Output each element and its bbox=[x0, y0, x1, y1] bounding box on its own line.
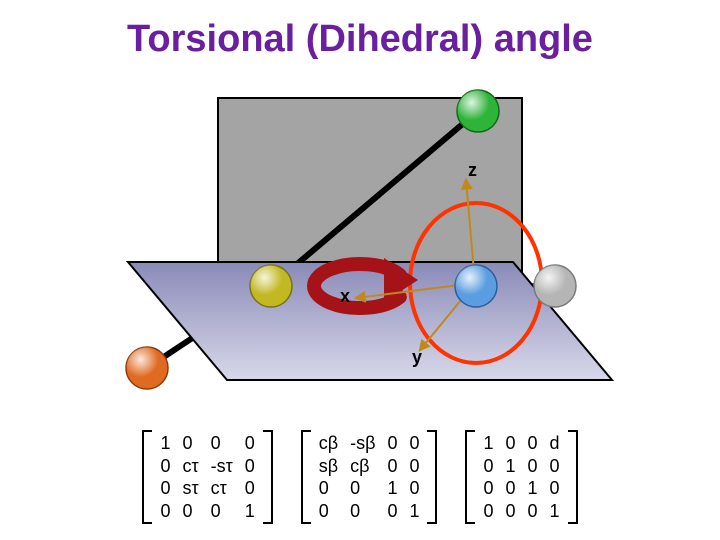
matrix-cell: cτ bbox=[205, 477, 239, 500]
matrix-cell: cτ bbox=[176, 455, 204, 478]
matrix-cell: 0 bbox=[154, 500, 176, 523]
matrix-cell: cβ bbox=[313, 432, 344, 455]
matrix-cell: 1 bbox=[499, 455, 521, 478]
matrix-cell: 0 bbox=[239, 477, 261, 500]
atom-c bbox=[455, 265, 497, 307]
matrix-cell: 1 bbox=[239, 500, 261, 523]
matrix-cell: 0 bbox=[344, 500, 381, 523]
matrix-cell: 0 bbox=[522, 432, 544, 455]
matrix-cell: 0 bbox=[154, 455, 176, 478]
matrix-cell: 0 bbox=[499, 500, 521, 523]
matrix-cell: 1 bbox=[154, 432, 176, 455]
matrix-rx-tau: 10000cτ-sτ00sτcτ00001 bbox=[142, 430, 272, 524]
matrix-cell: 1 bbox=[403, 500, 425, 523]
matrix-cell: 0 bbox=[477, 500, 499, 523]
atom-e bbox=[534, 265, 576, 307]
axis-label-x: x bbox=[340, 286, 350, 307]
matrix-cell: 0 bbox=[544, 477, 566, 500]
matrix-cell: 0 bbox=[205, 500, 239, 523]
atom-d bbox=[126, 347, 168, 389]
matrix-cell: 0 bbox=[313, 500, 344, 523]
slide: Torsional (Dihedral) angle bbox=[0, 0, 720, 540]
matrix-cell: 0 bbox=[477, 455, 499, 478]
matrix-cell: 1 bbox=[522, 477, 544, 500]
matrix-cell: 1 bbox=[381, 477, 403, 500]
matrix-cell: 0 bbox=[381, 500, 403, 523]
atom-b bbox=[250, 265, 292, 307]
matrix-cell: 1 bbox=[544, 500, 566, 523]
matrix-cell: sτ bbox=[176, 477, 204, 500]
matrix-cell: 0 bbox=[522, 455, 544, 478]
matrix-cell: 0 bbox=[403, 432, 425, 455]
matrix-rz-beta: cβ-sβ00sβcβ0000100001 bbox=[301, 430, 438, 524]
matrix-cell: 0 bbox=[176, 500, 204, 523]
matrix-cell: 0 bbox=[239, 432, 261, 455]
matrix-cell: 0 bbox=[381, 455, 403, 478]
matrix-cell: 0 bbox=[381, 432, 403, 455]
matrix-cell: 0 bbox=[499, 477, 521, 500]
matrix-cell: 1 bbox=[477, 432, 499, 455]
matrix-cell: -sβ bbox=[344, 432, 381, 455]
matrix-cell: 0 bbox=[176, 432, 204, 455]
matrices-row: 10000cτ-sτ00sτcτ00001 cβ-sβ00sβcβ0000100… bbox=[0, 430, 720, 524]
matrix-translate-d: 100d010000100001 bbox=[465, 430, 577, 524]
axis-label-z: z bbox=[468, 160, 477, 181]
matrix-cell: cβ bbox=[344, 455, 381, 478]
matrix-cell: 0 bbox=[154, 477, 176, 500]
matrix-cell: 0 bbox=[499, 432, 521, 455]
atom-a bbox=[457, 90, 499, 132]
matrix-cell: 0 bbox=[544, 455, 566, 478]
matrix-cell: 0 bbox=[403, 477, 425, 500]
matrix-cell: 0 bbox=[477, 477, 499, 500]
matrix-cell: 0 bbox=[205, 432, 239, 455]
matrix-cell: 0 bbox=[403, 455, 425, 478]
matrix-cell: d bbox=[544, 432, 566, 455]
matrix-cell: 0 bbox=[344, 477, 381, 500]
matrix-cell: sβ bbox=[313, 455, 344, 478]
matrix-cell: 0 bbox=[313, 477, 344, 500]
matrix-cell: -sτ bbox=[205, 455, 239, 478]
matrix-cell: 0 bbox=[522, 500, 544, 523]
axis-label-y: y bbox=[412, 347, 422, 368]
matrix-cell: 0 bbox=[239, 455, 261, 478]
